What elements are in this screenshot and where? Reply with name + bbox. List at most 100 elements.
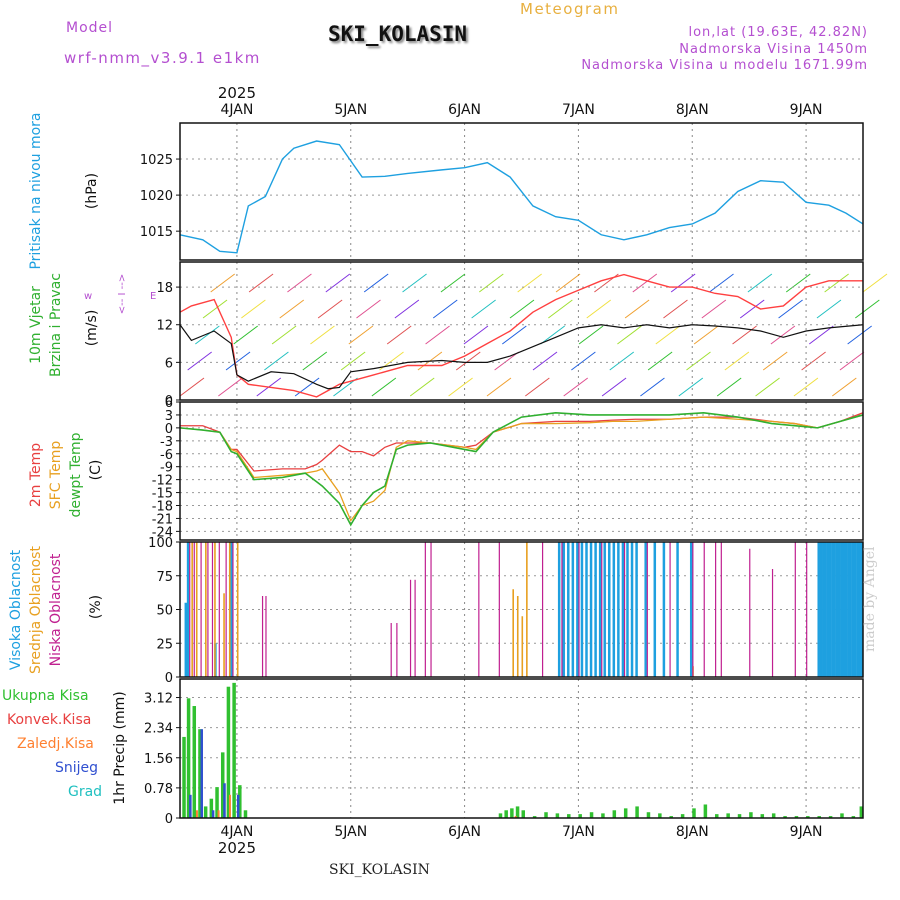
top-day-label: 7JAN <box>562 102 595 118</box>
y-tick-label: 1020 <box>140 189 173 204</box>
wind-axis-label-1: 10m Vjetar <box>28 286 44 364</box>
wind-barb <box>617 325 642 345</box>
wind-barb <box>678 377 704 397</box>
low-cloud-axis-label: Niska Oblacnost <box>48 553 64 666</box>
wind-barb <box>632 273 658 293</box>
cloud-bar-low <box>578 542 580 677</box>
wind-barb <box>310 325 335 345</box>
cloud-bar-high <box>644 542 647 677</box>
wind-barb <box>778 299 803 319</box>
wind-barb <box>317 299 343 319</box>
precip-bar-total <box>692 808 696 818</box>
wind-barb <box>271 325 297 345</box>
cloud-bar-mid <box>236 542 239 677</box>
precip-bar-total <box>794 816 799 818</box>
wind-barb <box>325 273 351 293</box>
wind-barb <box>824 273 849 293</box>
precip-bar-total <box>828 816 833 818</box>
wind-barb <box>670 273 696 293</box>
precip-bar-total <box>589 812 594 818</box>
wind-barb <box>502 325 527 345</box>
wind-barb <box>801 351 826 371</box>
wind-barb <box>233 325 259 345</box>
cloud-bar-high <box>822 542 825 677</box>
cloud-bar-high <box>858 542 861 677</box>
precip-bar-total <box>635 806 639 818</box>
cloud-bar-high <box>580 542 584 677</box>
cloud-bar-high <box>589 542 593 677</box>
precip-bar-total <box>515 806 520 818</box>
precip-bar-total <box>209 798 214 818</box>
cloud-bar-high <box>817 542 820 677</box>
precip-bar-total <box>840 813 844 818</box>
wind-barb <box>640 377 665 397</box>
cloud-bar-high <box>567 542 570 677</box>
temp-sfc-line <box>179 414 864 522</box>
wind-barb <box>486 377 512 397</box>
dewpt-axis-label: dewpt Temp <box>68 432 84 517</box>
wind-barb <box>548 299 573 319</box>
wind-barb <box>448 377 473 397</box>
cloud-bar-mid <box>205 542 207 677</box>
cloud-bar-high <box>184 602 188 677</box>
wind-barb <box>463 325 489 345</box>
cloud-bar-high <box>612 542 616 677</box>
cloud-bar-low <box>720 542 722 677</box>
dewpt-line <box>179 411 864 527</box>
bottom-day-label: 7JAN <box>562 824 595 840</box>
cloud-bar-high <box>847 542 850 677</box>
wind-barb <box>241 299 266 319</box>
high-cloud-axis-label: Visoka Oblacnost <box>8 549 24 670</box>
wind-barb <box>394 299 420 319</box>
wind-barb <box>471 299 496 319</box>
precip-legend-1: Konvek.Kisa <box>7 712 91 728</box>
wind-barb <box>356 299 381 319</box>
cloud-bar-low <box>193 542 195 677</box>
wind-barb <box>655 325 681 345</box>
precip-bar-snow <box>211 810 215 818</box>
y-tick-label: -21 <box>152 512 173 527</box>
precip-bar-total <box>783 816 787 818</box>
precip-bar-total <box>226 686 231 818</box>
wind-barb <box>363 273 389 293</box>
wind-speed-line <box>179 324 864 390</box>
cloud-bar-high <box>851 542 855 677</box>
cloud-bar-low <box>261 596 264 677</box>
cloud-bar-low <box>561 542 563 677</box>
footer-station: SKI_KOLASIN <box>329 862 430 878</box>
cloud-bar-high <box>831 542 834 677</box>
wind-barb <box>578 325 604 345</box>
mid-cloud-axis-label: Srednja Oblacnost <box>28 546 44 674</box>
station-title: SKI_KOLASIN <box>328 22 468 46</box>
precip-bar-total <box>623 808 628 818</box>
y-tick-label: 2.34 <box>144 722 173 737</box>
precip-bar-frz <box>228 794 231 818</box>
wind-barb <box>732 325 757 345</box>
wind-barb <box>755 377 780 397</box>
panel-frame <box>179 261 864 401</box>
wind-barb <box>571 351 596 371</box>
precip-bar-total <box>498 813 503 818</box>
cloud-bar-high <box>819 542 823 677</box>
precip-bar-total <box>771 813 776 818</box>
precip-bar-total <box>859 806 864 818</box>
bottom-day-label: 4JAN <box>220 824 253 840</box>
wind-barb <box>187 351 212 371</box>
cloud-bar-high <box>186 542 190 677</box>
wind-barb <box>517 273 542 293</box>
wind-barb <box>701 299 727 319</box>
precip-bar-total <box>220 752 225 818</box>
precip-legend-4: Grad <box>68 784 102 800</box>
cloud-bar-high <box>828 542 832 677</box>
precip-bar-total <box>555 813 560 818</box>
temp-unit-label: (C) <box>88 460 104 481</box>
precip-legend-0: Ukupna Kisa <box>2 688 89 704</box>
precip-bar-total <box>186 698 191 818</box>
wind-barb <box>409 377 435 397</box>
wind-barb <box>440 273 466 293</box>
wind-barb <box>525 377 550 397</box>
wind-barb <box>747 273 773 293</box>
cloud-bar-mid <box>512 589 514 677</box>
wind-barb <box>555 273 581 293</box>
